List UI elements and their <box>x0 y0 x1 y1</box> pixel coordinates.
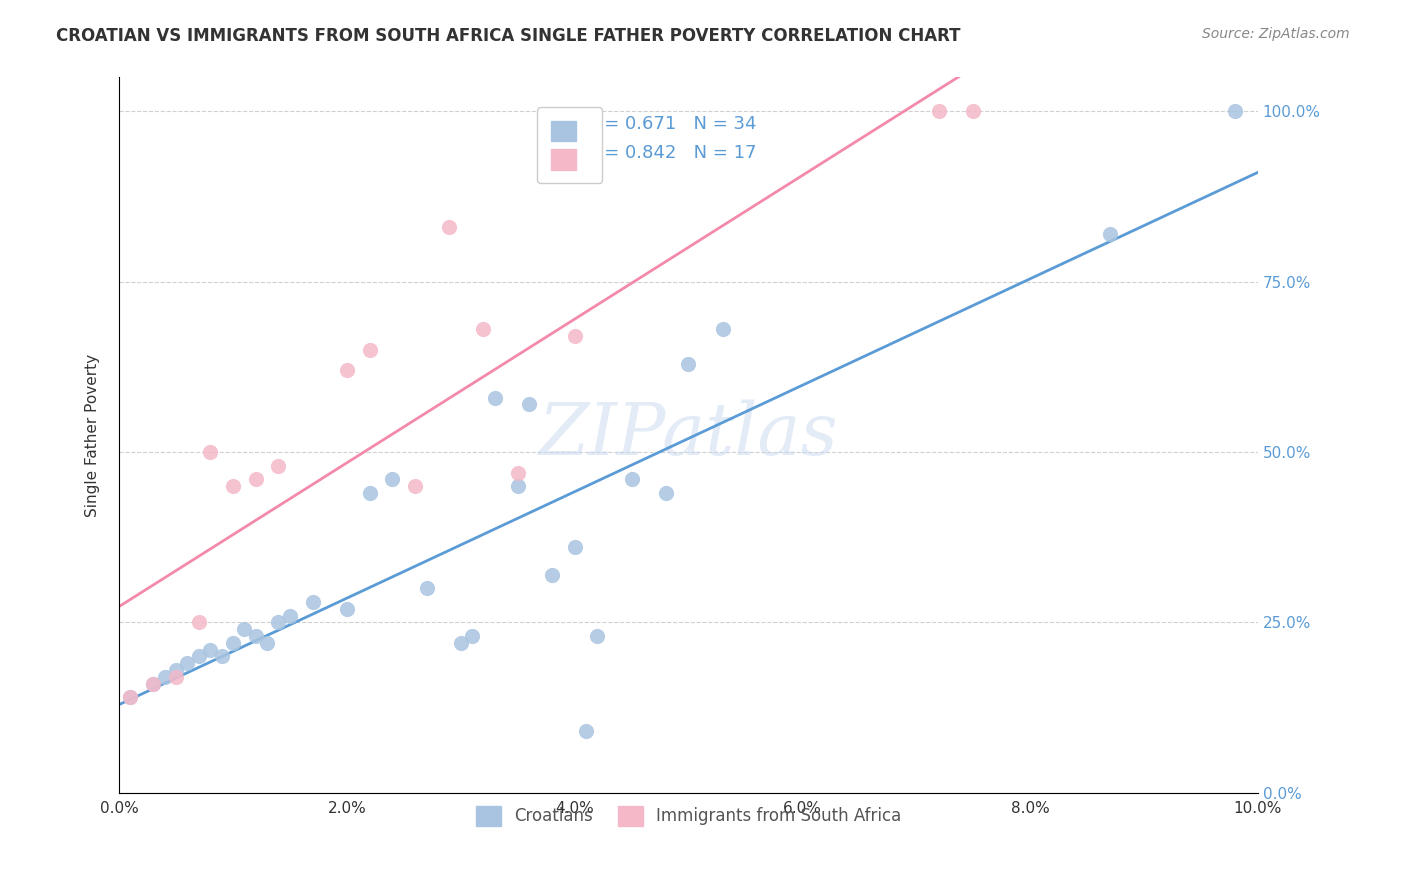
Point <box>222 479 245 493</box>
Point <box>586 629 609 643</box>
Point <box>450 636 472 650</box>
Point <box>928 104 950 119</box>
Point <box>187 649 209 664</box>
Point <box>484 391 506 405</box>
Text: R = 0.842   N = 17: R = 0.842 N = 17 <box>586 144 756 161</box>
Point <box>564 541 586 555</box>
Point <box>506 466 529 480</box>
Point <box>506 479 529 493</box>
Legend: Croatians, Immigrants from South Africa: Croatians, Immigrants from South Africa <box>467 797 910 834</box>
Point <box>222 636 245 650</box>
Point <box>165 663 187 677</box>
Point <box>404 479 426 493</box>
Point <box>359 486 381 500</box>
Point <box>1098 227 1121 241</box>
Point <box>267 458 290 473</box>
Point <box>165 670 187 684</box>
Point <box>233 622 256 636</box>
Point <box>198 642 221 657</box>
Point <box>517 397 540 411</box>
Text: Source: ZipAtlas.com: Source: ZipAtlas.com <box>1202 27 1350 41</box>
Point <box>654 486 676 500</box>
Point <box>359 343 381 357</box>
Point <box>1223 104 1246 119</box>
Y-axis label: Single Father Poverty: Single Father Poverty <box>86 353 100 516</box>
Point <box>575 724 598 739</box>
Point <box>211 649 233 664</box>
Point <box>711 322 734 336</box>
Point <box>153 670 176 684</box>
Point <box>336 601 359 615</box>
Point <box>439 220 461 235</box>
Text: ZIPatlas: ZIPatlas <box>538 400 838 470</box>
Point <box>461 629 484 643</box>
Point <box>564 329 586 343</box>
Text: CROATIAN VS IMMIGRANTS FROM SOUTH AFRICA SINGLE FATHER POVERTY CORRELATION CHART: CROATIAN VS IMMIGRANTS FROM SOUTH AFRICA… <box>56 27 960 45</box>
Point <box>245 629 267 643</box>
Point <box>120 690 142 705</box>
Point <box>301 595 323 609</box>
Point <box>198 445 221 459</box>
Point <box>472 322 495 336</box>
Point <box>678 357 700 371</box>
Point <box>381 472 404 486</box>
Point <box>120 690 142 705</box>
Point <box>256 636 278 650</box>
Point <box>620 472 643 486</box>
Point <box>142 676 165 690</box>
Point <box>415 582 437 596</box>
Point <box>962 104 984 119</box>
Point <box>142 676 165 690</box>
Point <box>278 608 301 623</box>
Point <box>245 472 267 486</box>
Point <box>187 615 209 630</box>
Point <box>336 363 359 377</box>
Point <box>267 615 290 630</box>
Point <box>176 657 198 671</box>
Point <box>540 567 562 582</box>
Text: R = 0.671   N = 34: R = 0.671 N = 34 <box>586 115 756 133</box>
